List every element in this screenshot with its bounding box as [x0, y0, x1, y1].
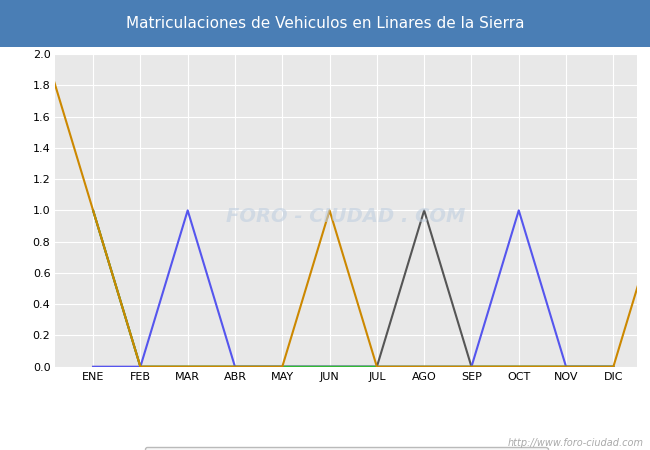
Legend: 2024, 2023, 2022, 2021, 2020: 2024, 2023, 2022, 2021, 2020	[144, 447, 548, 450]
Text: Matriculaciones de Vehiculos en Linares de la Sierra: Matriculaciones de Vehiculos en Linares …	[125, 16, 525, 31]
Text: FORO - CIUDAD . COM: FORO - CIUDAD . COM	[226, 207, 466, 226]
Text: http://www.foro-ciudad.com: http://www.foro-ciudad.com	[508, 438, 644, 448]
